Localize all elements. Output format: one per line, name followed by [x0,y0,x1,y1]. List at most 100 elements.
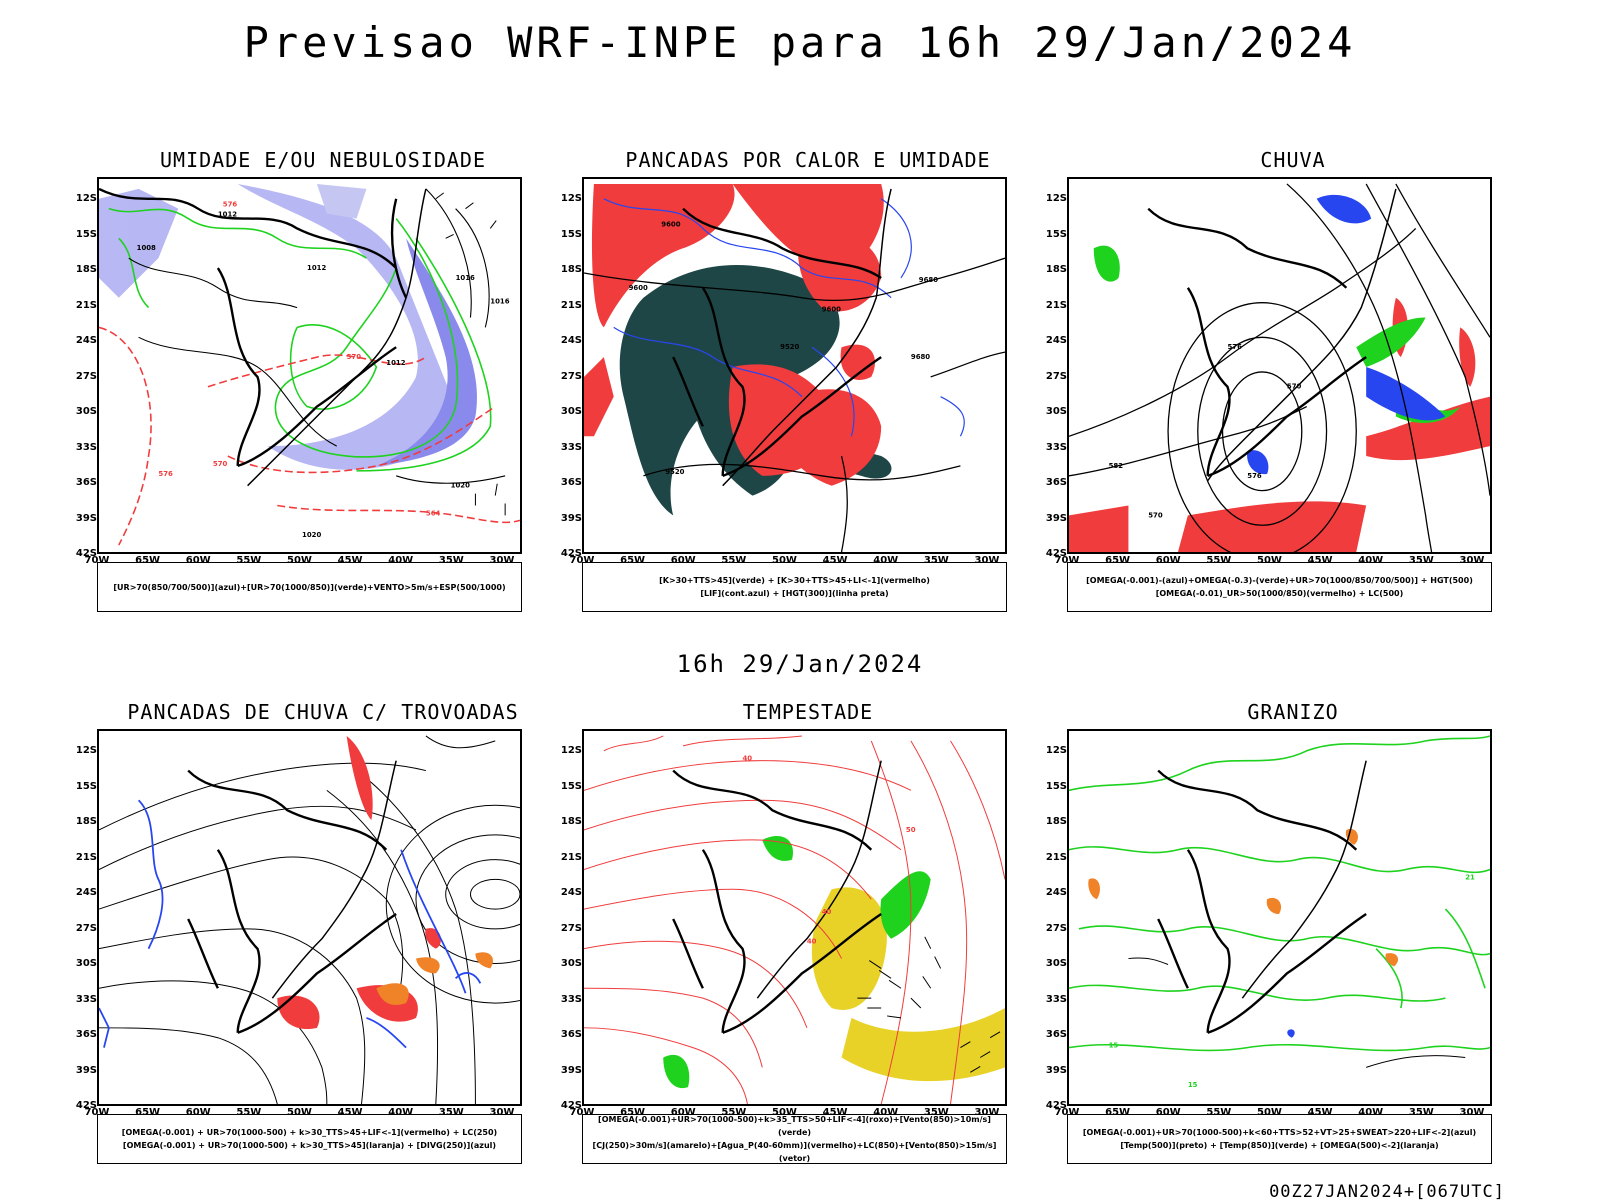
longitude-label: 55W [236,555,262,566]
humidity-lower-contours [108,207,492,472]
longitude-label: 70W [569,1107,595,1118]
temp500-contours [1128,957,1466,1068]
panel-title: PANCADAS POR CALOR E UMIDADE [625,148,991,172]
latitude-label: 15S [75,780,97,792]
map-area[interactable] [97,729,522,1106]
contour-label: 1020 [302,531,321,539]
forecast-map [99,735,520,1104]
latitude-label: 24S [560,335,582,346]
longitude-label: 45W [337,555,363,566]
latitude-label: 30S [75,958,97,969]
panel-title: PANCADAS DE CHUVA C/ TROVOADAS [127,700,519,724]
latitude-label: 33S [1045,441,1067,453]
coastline [756,760,882,999]
coastline [1207,188,1397,482]
latitude-label: 21S [75,851,97,863]
legend-line: [K>30+TTS>45](verde) + [K>30+TTS>45+LI<-… [659,576,930,585]
contour-label: 576 [158,470,173,478]
latitude-label: 24S [75,335,97,346]
legend-line: [OMEGA(-0.001) + UR>70(1000-500) + k>30_… [122,1141,497,1150]
contour-label: 570 [213,460,228,468]
panel-title: GRANIZO [1247,700,1339,724]
latitude-label: 42S [1045,1100,1067,1111]
latitude-label: 24S [560,887,582,898]
longitude-label: 40W [873,555,899,566]
red-thunder-fill [277,735,441,1030]
latitude-label: 27S [560,370,582,382]
hgt300-contours [584,257,1005,552]
latitude-label: 12S [560,193,582,204]
latitude-label: 27S [75,370,97,382]
legend-line: [Temp(500)](preto) + [Temp(850)](verde) … [1120,1141,1439,1150]
latitude-label: 21S [1045,851,1067,863]
panel-title: TEMPESTADE [742,700,874,724]
longitude-label: 50W [287,1107,312,1118]
latitude-label: 12S [75,193,97,204]
longitude-label: 45W [1307,1107,1333,1118]
latitude-label: 42S [560,1100,582,1111]
contour-label: 9680 [911,353,930,361]
map-area[interactable]: 9600 9600 9520 9680 9680 9600 9520 [582,177,1007,554]
map-area[interactable]: 40 50 40 40 [582,729,1007,1106]
latitude-label: 39S [560,1064,582,1076]
longitude-label: 30W [1459,555,1485,566]
omega500-fill [1088,828,1399,967]
coastline [247,188,427,487]
hail-blue-fill [1287,1029,1295,1038]
latitude-label: 27S [1045,370,1067,382]
longitude-label: 30W [974,1107,1000,1118]
latitude-label: 36S [75,1029,97,1040]
coastline [722,188,892,487]
longitude-label: 30W [489,555,515,566]
longitude-label: 45W [1307,555,1333,566]
map-area[interactable]: 1012 1008 1016 1012 1012 1016 1020 1020 … [97,177,522,554]
contour-label: 570 [1148,511,1163,519]
panel-thunderstorm-showers: PANCADAS DE CHUVA C/ TROVOADAS [73,700,573,1170]
latitude-label: 12S [1045,193,1067,204]
panel-title: UMIDADE E/OU NEBULOSIDADE [159,148,487,172]
contour-label: 9600 [661,220,680,228]
panel-legend: [UR>70(850/700/500)](azul)+[UR>70(1000/8… [97,562,522,612]
latitude-label: 33S [560,441,582,453]
legend-line: [CJ(250)>30m/s](amarelo)+[Agua_P(40-60mm… [592,1141,997,1163]
latitude-label: 15S [1045,228,1067,240]
panel-storm: TEMPESTADE [558,700,1058,1170]
panel-legend: [OMEGA(-0.001)-(azul)+OMEGA(-0.3)-(verde… [1067,562,1492,612]
contour-label: 1016 [490,298,509,306]
latitude-label: 18S [75,816,97,827]
latitude-label: 12S [1045,745,1067,756]
contour-label: 40 [807,938,817,946]
contour-label: 1012 [307,264,326,272]
longitude-label: 45W [822,1107,848,1118]
latitude-label: 12S [560,745,582,756]
longitude-label: 70W [1054,1107,1080,1118]
latitude-label: 18S [75,264,97,275]
longitude-label: 65W [135,1107,161,1118]
contour-label: 582 [1109,462,1124,470]
forecast-map: 9600 9600 9520 9680 9680 9600 9520 [584,183,1005,552]
latitude-label: 39S [1045,512,1067,524]
legend-line: [OMEGA(-0.01)_UR>50(1000/850)(vermelho) … [1155,589,1404,598]
longitude-label: 30W [489,1107,515,1118]
longitude-label: 60W [185,1107,211,1118]
longitude-label: 65W [135,555,161,566]
contour-label: 9600 [629,284,648,292]
wind850-fill [663,835,931,1089]
coastline [271,760,397,999]
latitude-label: 39S [75,512,97,524]
longitude-label: 70W [84,1107,110,1118]
country-borders [1147,207,1367,477]
contour-label: 40 [742,755,752,763]
latitude-label: 30S [1045,958,1067,969]
streamlines [99,735,520,1104]
map-area[interactable]: 15 15 21 [1067,729,1492,1106]
contour-label: 9520 [665,468,684,476]
longitude-label: 35W [1408,1107,1434,1118]
contour-label: 1016 [456,274,475,282]
run-timestamp: 00Z27JAN2024+[067UTC] [1269,1182,1505,1202]
map-area[interactable]: 576 582 576 570 570 [1067,177,1492,554]
lif-contours [603,198,965,437]
latitude-label: 18S [1045,264,1067,275]
latitude-label: 27S [1045,922,1067,934]
longitude-label: 50W [772,555,797,566]
